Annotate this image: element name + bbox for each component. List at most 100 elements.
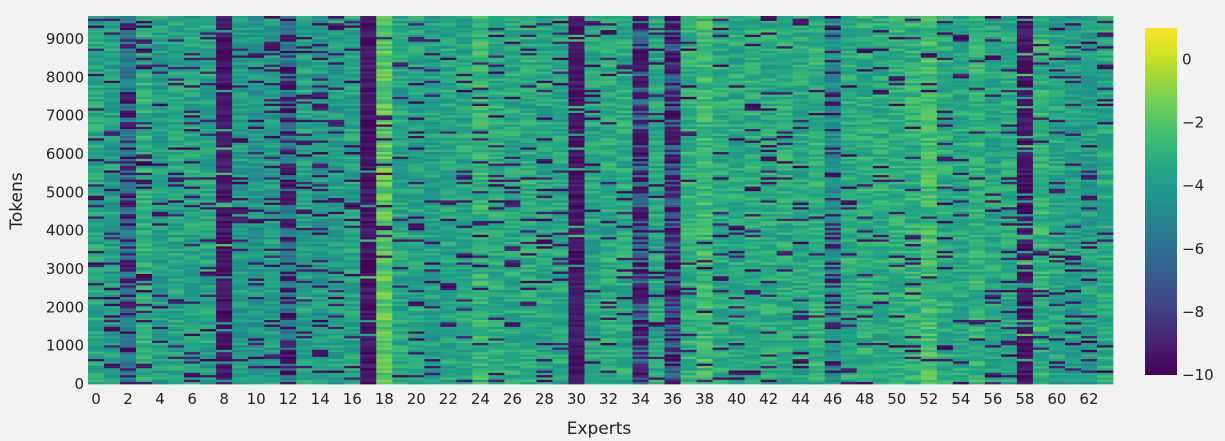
heatmap-cell bbox=[216, 27, 233, 31]
heatmap-cell bbox=[504, 246, 521, 249]
heatmap-cell bbox=[392, 232, 409, 235]
heatmap-cell bbox=[408, 71, 425, 74]
heatmap-cell bbox=[168, 195, 185, 199]
heatmap-cell bbox=[488, 193, 505, 196]
heatmap-cell bbox=[472, 298, 489, 302]
heatmap-cell bbox=[344, 354, 361, 357]
heatmap-cell bbox=[328, 117, 345, 120]
heatmap-cell bbox=[568, 338, 585, 341]
heatmap-cell bbox=[552, 248, 569, 251]
heatmap-cell bbox=[344, 262, 361, 265]
heatmap-cell bbox=[536, 370, 553, 373]
heatmap-cell bbox=[168, 110, 185, 113]
heatmap-cell bbox=[120, 289, 137, 293]
heatmap-cell bbox=[280, 160, 297, 164]
heatmap-cell bbox=[408, 27, 425, 31]
heatmap-cell bbox=[552, 259, 569, 263]
heatmap-cell bbox=[360, 321, 377, 325]
heatmap-cell bbox=[456, 177, 473, 180]
heatmap-cell bbox=[456, 147, 473, 150]
heatmap-cell bbox=[232, 223, 249, 226]
heatmap-cell bbox=[504, 89, 521, 93]
heatmap-cell bbox=[376, 163, 393, 166]
heatmap-cell bbox=[312, 319, 329, 323]
heatmap-cell bbox=[200, 96, 217, 100]
heatmap-cell bbox=[120, 363, 137, 366]
heatmap-cell bbox=[344, 204, 361, 208]
heatmap-cell bbox=[152, 232, 169, 235]
heatmap-cell bbox=[408, 266, 425, 270]
heatmap-cell bbox=[568, 200, 585, 203]
heatmap-cell bbox=[168, 225, 185, 228]
heatmap-cell bbox=[88, 32, 105, 35]
heatmap-cell bbox=[152, 236, 169, 240]
heatmap-cell bbox=[168, 335, 185, 339]
heatmap-cell bbox=[360, 252, 377, 256]
heatmap-cell bbox=[216, 114, 233, 118]
heatmap-cell bbox=[184, 163, 201, 166]
heatmap-cell bbox=[488, 18, 505, 21]
heatmap-cell bbox=[376, 126, 393, 130]
heatmap-cell bbox=[536, 94, 553, 97]
heatmap-cell bbox=[440, 41, 457, 44]
heatmap-cell bbox=[248, 218, 265, 222]
heatmap-cell bbox=[104, 101, 121, 104]
heatmap-cell bbox=[504, 374, 521, 378]
heatmap-cell bbox=[536, 351, 553, 355]
heatmap-cell bbox=[520, 326, 537, 330]
heatmap-cell bbox=[168, 89, 185, 93]
heatmap-cell bbox=[248, 39, 265, 42]
heatmap-cell bbox=[264, 248, 281, 251]
heatmap-cell bbox=[408, 163, 425, 166]
heatmap-cell bbox=[280, 174, 297, 178]
heatmap-cell bbox=[296, 338, 313, 341]
heatmap-cell bbox=[88, 124, 105, 127]
heatmap-cell bbox=[456, 183, 473, 187]
heatmap-cell bbox=[168, 372, 185, 376]
heatmap-cell bbox=[152, 163, 169, 166]
heatmap-cell bbox=[328, 342, 345, 346]
heatmap-cell bbox=[232, 308, 249, 311]
heatmap-cell bbox=[568, 312, 585, 316]
heatmap-cell bbox=[488, 232, 505, 235]
heatmap-cell bbox=[296, 374, 313, 378]
heatmap-cell bbox=[360, 269, 377, 272]
heatmap-cell bbox=[536, 379, 553, 383]
heatmap-cell bbox=[168, 232, 185, 235]
heatmap-cell bbox=[312, 167, 329, 171]
heatmap-cell bbox=[104, 229, 121, 233]
heatmap-cell bbox=[504, 248, 521, 251]
heatmap-cell bbox=[536, 18, 553, 21]
heatmap-cell bbox=[488, 43, 505, 47]
heatmap-cell bbox=[312, 372, 329, 376]
heatmap-cell bbox=[200, 289, 217, 293]
heatmap-cell bbox=[104, 41, 121, 44]
heatmap-cell bbox=[280, 211, 297, 215]
heatmap-cell bbox=[264, 78, 281, 81]
heatmap-cell bbox=[296, 131, 313, 134]
heatmap-cell bbox=[248, 110, 265, 113]
heatmap-cell bbox=[456, 269, 473, 272]
heatmap-cell bbox=[232, 379, 249, 383]
heatmap-cell bbox=[552, 64, 569, 67]
heatmap-cell bbox=[280, 73, 297, 77]
heatmap-cell bbox=[344, 179, 361, 182]
heatmap-cell bbox=[184, 328, 201, 332]
heatmap-cell bbox=[344, 36, 361, 40]
heatmap-cell bbox=[184, 374, 201, 378]
heatmap-cell bbox=[504, 234, 521, 238]
heatmap-cell bbox=[296, 294, 313, 297]
heatmap-cell bbox=[552, 124, 569, 127]
heatmap-cell bbox=[424, 363, 441, 366]
heatmap-cell bbox=[408, 370, 425, 373]
heatmap-cell bbox=[360, 137, 377, 141]
heatmap-cell bbox=[120, 301, 137, 304]
heatmap-cell bbox=[264, 165, 281, 169]
heatmap-cell bbox=[392, 312, 409, 316]
heatmap-cell bbox=[312, 250, 329, 254]
heatmap-cell bbox=[552, 262, 569, 265]
heatmap-cell bbox=[376, 110, 393, 113]
heatmap-cell bbox=[184, 223, 201, 226]
heatmap-cell bbox=[440, 296, 457, 300]
heatmap-cell bbox=[216, 117, 233, 120]
